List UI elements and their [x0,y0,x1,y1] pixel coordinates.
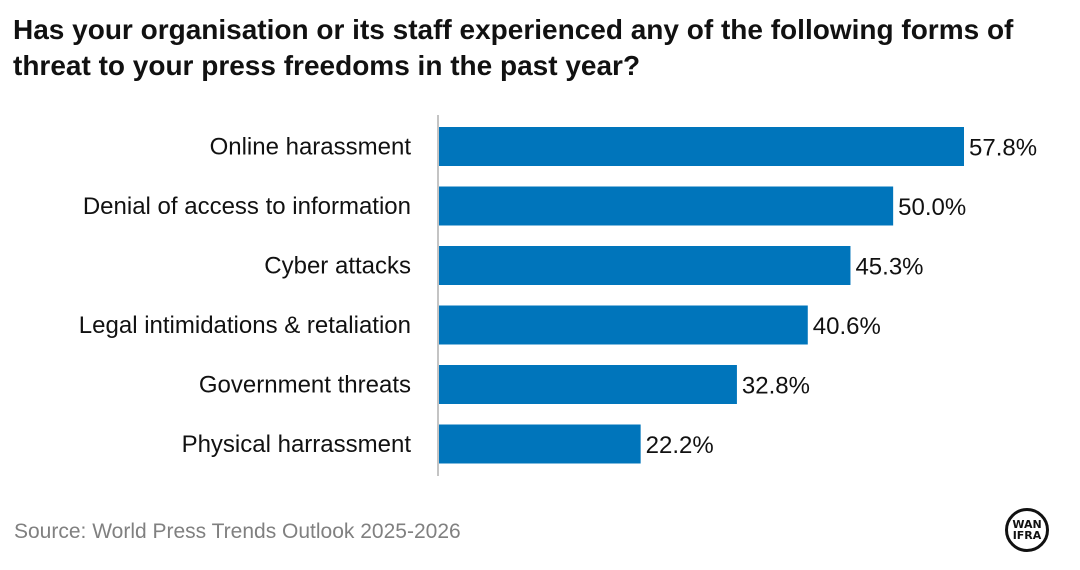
value-label: 40.6% [813,313,881,340]
category-label: Government threats [199,372,411,399]
logo-text-top: WAN [1012,518,1042,531]
value-label: 22.2% [646,432,714,459]
wan-ifra-logo: WAN IFRA [1005,508,1049,552]
category-label: Physical harrassment [182,431,412,458]
bar [439,305,808,345]
bar [439,246,851,285]
value-label: 57.8% [969,135,1037,162]
bar [439,127,964,166]
bar [439,365,737,404]
value-label: 32.8% [742,373,810,400]
chart-title: Has your organisation or its staff exper… [13,14,1014,81]
value-label: 45.3% [855,254,923,281]
category-label: Legal intimidations & retaliation [79,312,411,339]
category-label: Denial of access to information [83,193,411,220]
bar [439,424,641,464]
source-note: Source: World Press Trends Outlook 2025-… [14,520,461,543]
category-label: Cyber attacks [264,253,411,280]
bar [439,186,894,226]
logo-text-bottom: IFRA [1012,529,1042,542]
value-label: 50.0% [898,194,966,221]
category-label: Online harassment [210,134,412,161]
